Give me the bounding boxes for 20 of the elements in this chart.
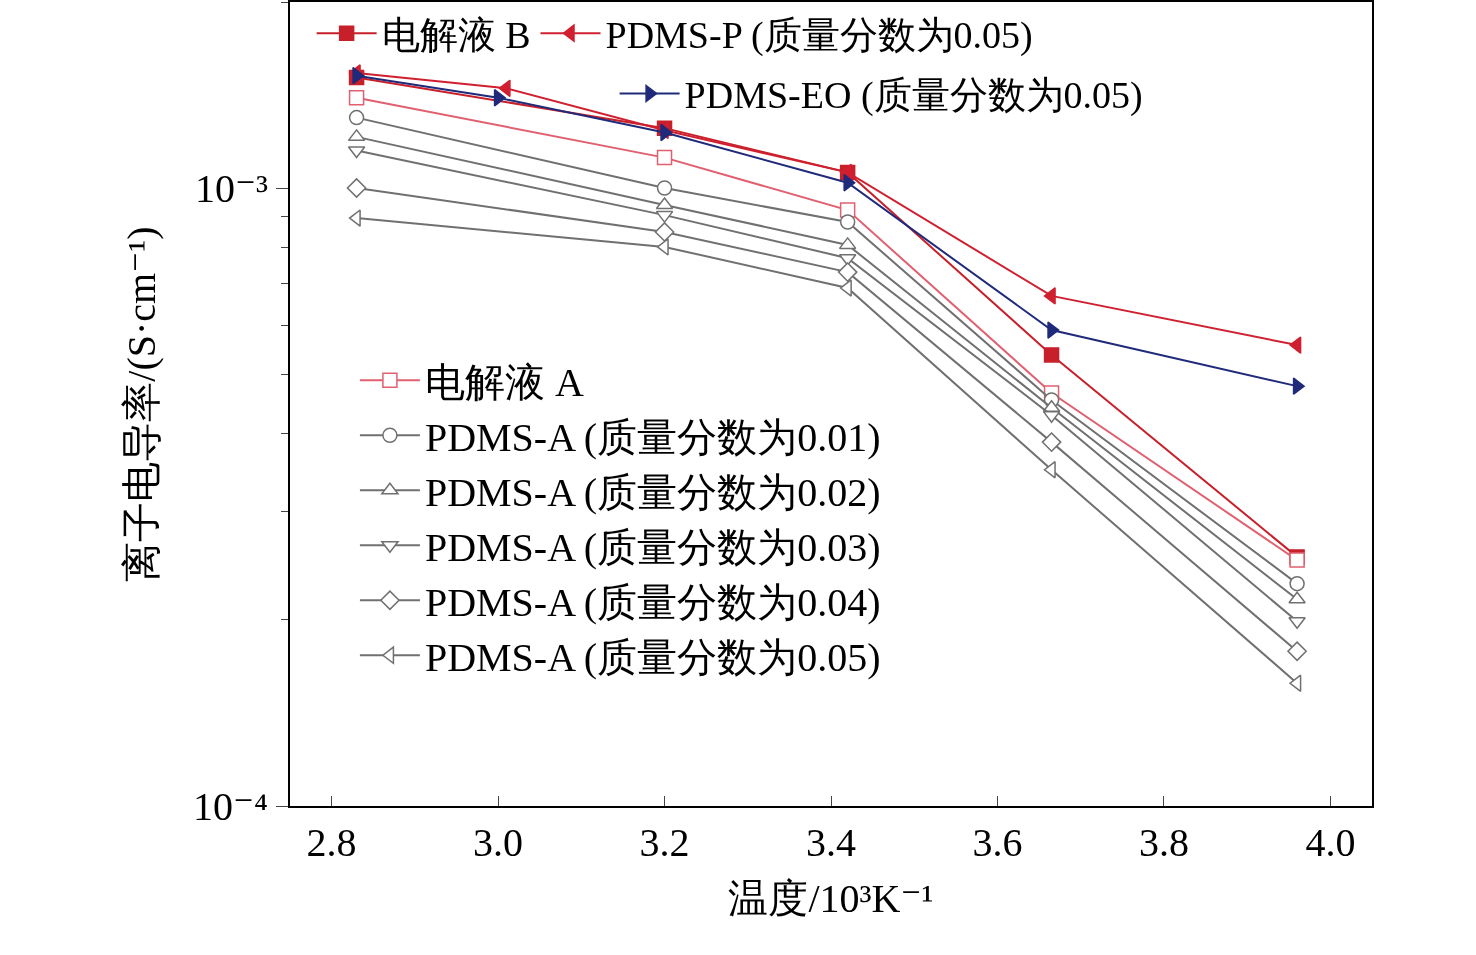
legend-label: PDMS-EO (质量分数为0.05) <box>684 74 1143 118</box>
y-axis-title: 离子电导率/(S·cm⁻¹) <box>118 226 164 582</box>
x-tick-label: 3.8 <box>1138 820 1189 865</box>
x-tick-label: 3.4 <box>806 820 856 865</box>
x-tick-label: 3.0 <box>473 820 524 865</box>
legend-label: PDMS-A (质量分数为0.01) <box>424 414 881 460</box>
y-tick-label: 10⁻⁴ <box>192 784 268 829</box>
legend-label: PDMS-A (质量分数为0.02) <box>424 469 881 515</box>
x-tick-label: 4.0 <box>1305 820 1356 865</box>
legend-label: 电解液 B <box>381 14 531 57</box>
x-tick-label: 3.2 <box>639 820 690 865</box>
legend-label: 电解液 A <box>424 359 584 405</box>
x-axis-title: 温度/10³K⁻¹ <box>728 876 934 921</box>
legend-label: PDMS-P (质量分数为0.05) <box>605 14 1033 58</box>
y-tick-label: 10⁻³ <box>194 166 268 212</box>
x-tick-label: 2.8 <box>306 820 357 865</box>
x-tick-label: 3.6 <box>972 820 1023 865</box>
legend-label: PDMS-A (质量分数为0.05) <box>424 634 881 680</box>
legend-label: PDMS-A (质量分数为0.04) <box>424 579 881 625</box>
legend-label: PDMS-A (质量分数为0.03) <box>424 524 881 570</box>
